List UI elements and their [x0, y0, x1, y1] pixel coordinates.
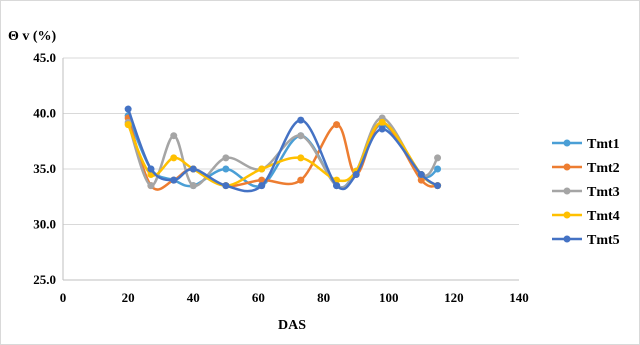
gridlines [63, 57, 519, 281]
legend-label: Tmt5 [587, 233, 620, 248]
data-point [434, 182, 442, 190]
x-tick-label: 120 [444, 290, 464, 305]
x-tick-label: 80 [317, 290, 330, 305]
x-tick-label: 40 [187, 290, 200, 305]
legend: Tmt1 Tmt2 Tmt3 Tmt4 Tmt5 [552, 137, 620, 248]
series-tmt5 [124, 105, 442, 193]
data-point [297, 116, 305, 124]
data-point [147, 165, 155, 173]
data-point [434, 154, 442, 162]
data-point [417, 176, 425, 184]
data-point [333, 121, 341, 129]
data-point [297, 176, 305, 184]
legend-swatch-marker [563, 211, 571, 219]
legend-item-tmt2: Tmt2 [552, 161, 620, 176]
x-tick-label: 20 [122, 290, 135, 305]
legend-label: Tmt1 [587, 137, 620, 152]
data-point [170, 132, 178, 140]
y-tick-label: 40.0 [33, 106, 56, 121]
legend-swatch-marker [563, 163, 571, 171]
legend-swatch-marker [563, 139, 571, 147]
data-point [378, 125, 386, 133]
legend-item-tmt5: Tmt5 [552, 233, 620, 248]
series-line [126, 116, 439, 189]
y-axis-title: Θ v (%) [8, 29, 57, 44]
data-point [378, 118, 386, 126]
legend-swatch-marker [563, 235, 571, 243]
data-point [297, 154, 305, 162]
data-point [417, 171, 425, 179]
data-point [434, 165, 442, 173]
y-tick-label: 45.0 [33, 50, 56, 65]
x-axis-title: DAS [278, 318, 306, 333]
data-point [222, 182, 230, 190]
legend-item-tmt3: Tmt3 [552, 185, 620, 200]
data-point [124, 105, 132, 113]
data-point [258, 182, 266, 190]
data-point [189, 165, 197, 173]
y-tick-label: 30.0 [33, 217, 56, 232]
data-point [333, 182, 341, 190]
x-tick-label: 140 [509, 290, 529, 305]
data-point [147, 182, 155, 190]
legend-item-tmt4: Tmt4 [552, 209, 620, 224]
legend-item-tmt1: Tmt1 [552, 137, 620, 152]
data-point [222, 165, 230, 173]
series-lines [124, 105, 442, 193]
legend-swatch-marker [563, 187, 571, 195]
x-tick-label: 100 [379, 290, 399, 305]
legend-label: Tmt3 [587, 185, 620, 200]
y-tick-label: 35.0 [33, 161, 56, 176]
axes: 25.0 30.0 35.0 40.0 45.0 0 20 40 60 80 100 120 140 [33, 50, 529, 305]
data-point [222, 154, 230, 162]
x-tick-label: 0 [60, 290, 67, 305]
data-point [170, 154, 178, 162]
data-point [170, 176, 178, 184]
data-point [352, 171, 360, 179]
data-point [124, 121, 132, 129]
data-point [189, 182, 197, 190]
x-tick-label: 60 [252, 290, 265, 305]
y-tick-label: 25.0 [33, 272, 56, 287]
legend-label: Tmt2 [587, 161, 620, 176]
data-point [297, 132, 305, 140]
data-point [258, 165, 266, 173]
legend-label: Tmt4 [587, 209, 620, 224]
